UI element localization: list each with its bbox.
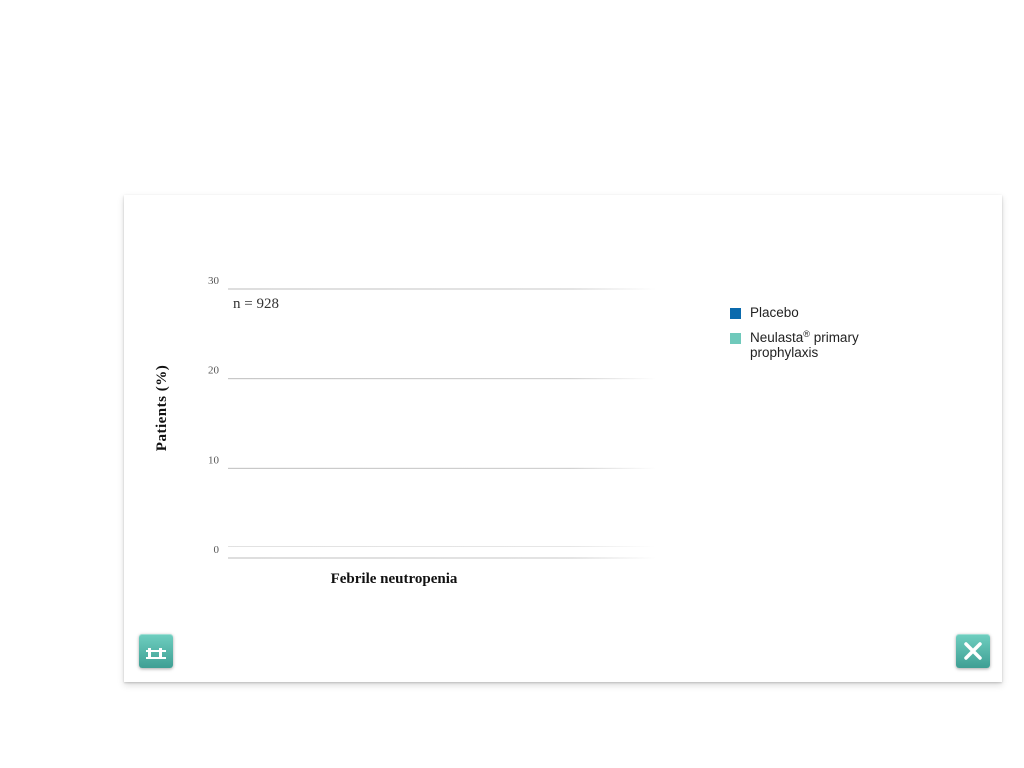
gridline-10 xyxy=(228,467,656,469)
y-axis-label: Patients (%) xyxy=(154,365,170,451)
chart-toggle-button[interactable] xyxy=(139,634,173,668)
legend: Placebo Neulasta® primary prophylaxis xyxy=(730,305,930,370)
gridline-0 xyxy=(228,557,656,559)
legend-item-placebo: Placebo xyxy=(730,305,930,320)
close-icon xyxy=(964,642,982,660)
gridline-30 xyxy=(228,288,656,290)
y-tick-label-20: 20 xyxy=(208,365,220,377)
legend-swatch-placebo xyxy=(730,308,741,319)
legend-label-neulasta: Neulasta® primary prophylaxis xyxy=(750,329,859,361)
x-category-label: Febrile neutropenia xyxy=(331,571,458,587)
y-tick-label-0: 0 xyxy=(214,544,220,556)
y-tick-label-10: 10 xyxy=(208,454,220,466)
gridline-20 xyxy=(228,378,656,380)
y-tick-label-30: 30 xyxy=(208,275,220,287)
close-button[interactable] xyxy=(956,634,990,668)
sample-size-annotation: n = 928 xyxy=(233,296,279,312)
legend-item-neulasta: Neulasta® primary prophylaxis xyxy=(730,330,930,360)
bar-chart: n = 928 Patients (%) Febrile neutropenia… xyxy=(154,275,656,587)
chart-panel: n = 928 Patients (%) Febrile neutropenia… xyxy=(124,195,1002,682)
legend-swatch-neulasta xyxy=(730,333,741,344)
legend-label-placebo: Placebo xyxy=(750,305,799,320)
bar-chart-icon xyxy=(146,648,166,659)
baseline-shadow xyxy=(228,546,656,547)
